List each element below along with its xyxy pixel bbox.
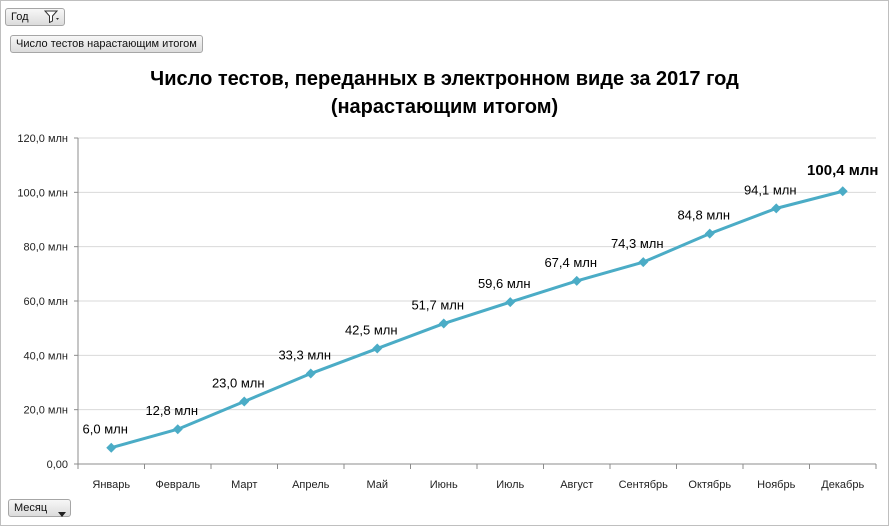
data-label: 6,0 млн	[83, 422, 128, 437]
measure-field-button[interactable]: Число тестов нарастающим итогом	[10, 35, 203, 53]
chart-title: Число тестов, переданных в электронном в…	[0, 65, 889, 121]
data-label: 94,1 млн	[744, 182, 797, 197]
x-tick-label: Июль	[496, 479, 524, 491]
x-tick-label: Октябрь	[688, 479, 731, 491]
data-label: 59,6 млн	[478, 276, 531, 291]
data-point[interactable]	[505, 297, 516, 308]
x-tick-label: Сентябрь	[619, 479, 669, 491]
year-filter-button[interactable]: Год	[5, 8, 65, 26]
data-point[interactable]	[771, 203, 782, 214]
x-tick-label: Август	[560, 479, 593, 491]
data-label: 33,3 млн	[278, 348, 331, 363]
x-tick-label: Декабрь	[821, 479, 864, 491]
data-point[interactable]	[305, 368, 316, 379]
data-label: 23,0 млн	[212, 376, 265, 391]
month-filter-button[interactable]: Месяц	[8, 499, 72, 517]
gridlines	[78, 137, 876, 411]
year-filter-label: Год	[11, 11, 29, 23]
series-polyline	[110, 189, 844, 450]
data-label: 51,7 млн	[411, 298, 464, 313]
data-point[interactable]	[172, 424, 183, 435]
data-label: 42,5 млн	[345, 323, 398, 338]
data-point[interactable]	[372, 343, 383, 354]
chart-title-line1: Число тестов, переданных в электронном в…	[150, 68, 739, 90]
chevron-down-icon[interactable]	[58, 506, 67, 522]
x-tick-label: Июнь	[430, 479, 458, 491]
month-filter-label: Месяц	[14, 502, 48, 514]
x-tick-labels: Январь Февраль Март Апрель Май Июнь Июль Август…	[92, 479, 864, 491]
x-tick-label: Февраль	[155, 479, 200, 491]
x-tick-label: Апрель	[292, 479, 330, 491]
y-tick-label: 100,0 млн	[17, 187, 68, 199]
y-tick-label: 80,0 млн	[23, 242, 68, 254]
data-point[interactable]	[837, 186, 848, 197]
x-tick-label: Март	[231, 479, 257, 491]
axes	[74, 137, 877, 469]
data-point[interactable]	[438, 318, 449, 329]
x-tick-label: Ноябрь	[757, 479, 795, 491]
data-label: 84,8 млн	[677, 208, 730, 223]
y-tick-label: 40,0 млн	[23, 350, 68, 362]
data-label: 67,4 млн	[544, 255, 597, 270]
y-tick-label: 60,0 млн	[23, 296, 68, 308]
x-tick-label: Январь	[92, 479, 130, 491]
y-tick-label: 120,0 млн	[17, 133, 68, 145]
x-tick-label: Май	[366, 479, 388, 491]
y-tick-label: 20,0 млн	[23, 405, 68, 417]
data-label: 12,8 млн	[145, 403, 198, 418]
data-point[interactable]	[571, 275, 582, 286]
data-labels: 6,0 млн 12,8 млн 23,0 млн 33,3 млн 42,5 млн 5…	[83, 162, 879, 436]
data-point[interactable]	[106, 442, 117, 453]
data-point[interactable]	[704, 228, 715, 239]
data-label: 74,3 млн	[611, 236, 664, 251]
filter-funnel-icon[interactable]	[43, 10, 60, 28]
data-point[interactable]	[638, 257, 649, 268]
data-point[interactable]	[239, 396, 250, 407]
chart-title-line2: (нарастающим итогом)	[330, 96, 559, 118]
data-label: 100,4 млн	[807, 162, 878, 179]
y-tick-labels: 0,00 20,0 млн 40,0 млн 60,0 млн 80,0 млн 100,…	[17, 133, 68, 471]
y-tick-label: 0,00	[47, 459, 68, 471]
series-line	[106, 186, 848, 453]
